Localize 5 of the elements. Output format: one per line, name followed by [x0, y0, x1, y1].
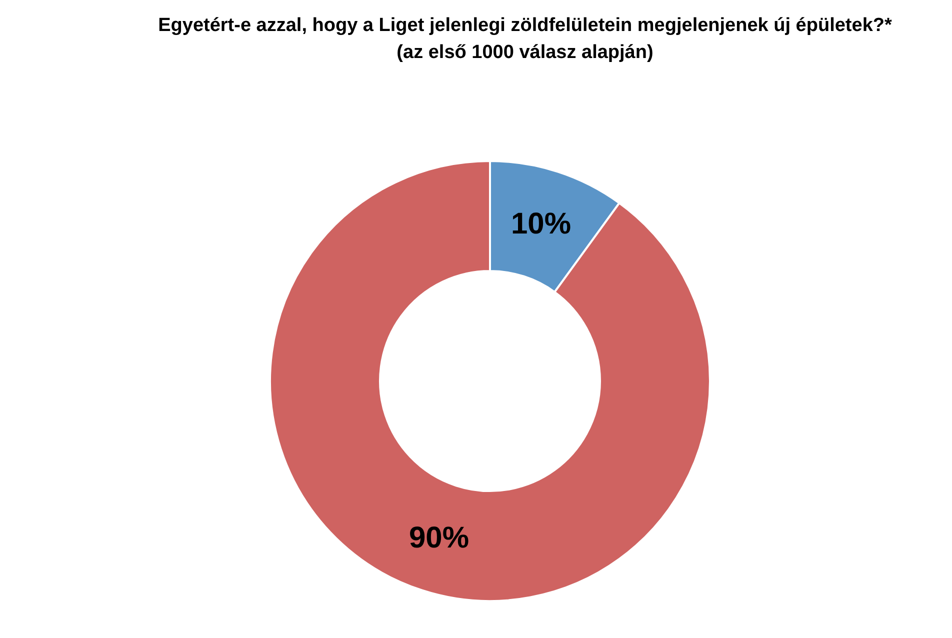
chart-title: Egyetért-e azzal, hogy a Liget jelenlegi zöldfelületein megjelenjenek új épületek?*	[157, 14, 893, 38]
chart-subtitle: (az első 1000 válasz alapján)	[396, 41, 654, 65]
donut-slice	[269, 160, 711, 602]
data-label: 10%	[510, 208, 572, 241]
data-label: 90%	[408, 521, 470, 554]
